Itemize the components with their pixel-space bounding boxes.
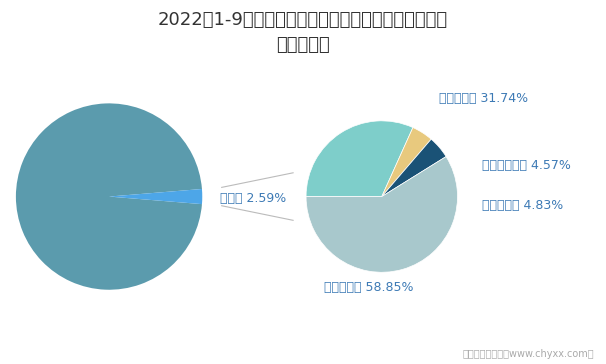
Text: 火力发电量 58.85%: 火力发电量 58.85% xyxy=(324,281,414,294)
Text: 太阳能发电量 4.57%: 太阳能发电量 4.57% xyxy=(482,159,571,172)
Wedge shape xyxy=(16,103,202,290)
Wedge shape xyxy=(382,139,446,197)
Wedge shape xyxy=(382,127,431,197)
Wedge shape xyxy=(109,189,202,204)
Text: 制图：智研咨询（www.chyxx.com）: 制图：智研咨询（www.chyxx.com） xyxy=(462,349,594,359)
Text: 全国其他省份
97.41%: 全国其他省份 97.41% xyxy=(34,185,81,212)
Wedge shape xyxy=(306,121,413,197)
Text: 风力发电量 4.83%: 风力发电量 4.83% xyxy=(482,199,563,212)
Text: 贵州省 2.59%: 贵州省 2.59% xyxy=(220,192,286,205)
Text: 2022年1-9月贵州省发电量占全国比重及该地区各发电
类型占比图: 2022年1-9月贵州省发电量占全国比重及该地区各发电 类型占比图 xyxy=(158,11,448,54)
Text: 水力发电量 31.74%: 水力发电量 31.74% xyxy=(439,92,528,105)
Wedge shape xyxy=(306,157,458,272)
